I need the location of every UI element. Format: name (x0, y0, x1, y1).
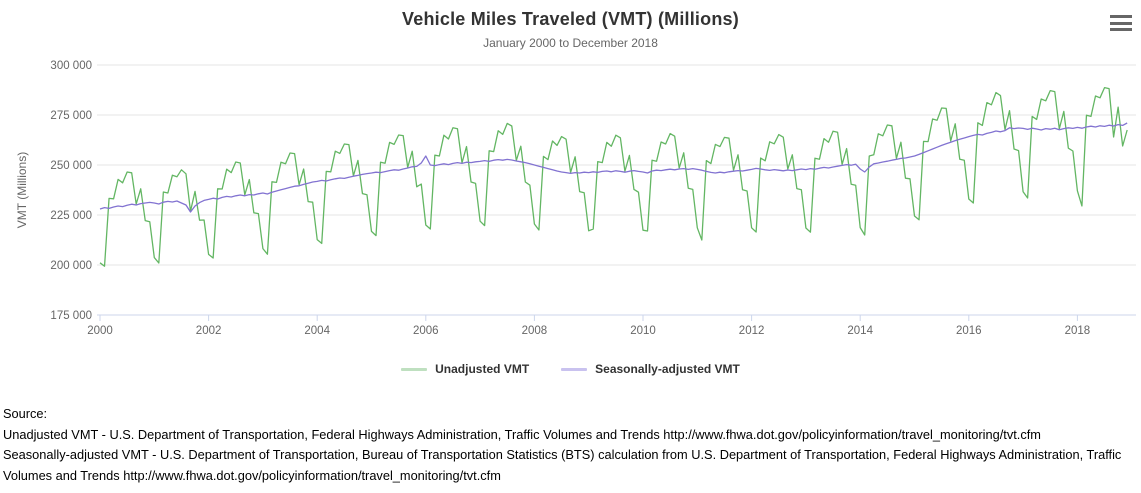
y-axis-tick-label: 275 000 (50, 110, 92, 122)
x-axis-tick-label: 2010 (630, 325, 656, 337)
source-block: Source: Unadjusted VMT - U.S. Department… (3, 404, 1139, 486)
source-line-unadjusted: Unadjusted VMT - U.S. Department of Tran… (3, 426, 1041, 442)
legend: Unadjusted VMT Seasonally-adjusted VMT (0, 362, 1141, 376)
plot-area: 175 000 200 000 225 000 250 000 275 000 300 0… (15, 60, 1136, 337)
unadjusted-series-swatch-icon (401, 367, 428, 371)
x-axis-tick-label: 2012 (739, 325, 765, 337)
y-axis-tick-label: 300 000 (50, 60, 92, 72)
chart-subtitle: January 2000 to December 2018 (483, 36, 658, 50)
legend-item-seasonally-adjusted-vmt[interactable]: Seasonally-adjusted VMT (561, 362, 740, 376)
y-axis-tick-label: 225 000 (50, 210, 92, 222)
legend-item-unadjusted-vmt[interactable]: Unadjusted VMT (401, 362, 529, 376)
y-axis-title: VMT (Millions) (15, 152, 29, 228)
x-axis-tick-label: 2014 (847, 325, 873, 337)
y-axis-tick-label: 175 000 (50, 310, 92, 322)
x-axis-tick-label: 2016 (956, 325, 982, 337)
x-axis-tick-label: 2018 (1065, 325, 1091, 337)
legend-label: Seasonally-adjusted VMT (595, 362, 740, 376)
x-axis-tick-label: 2008 (522, 325, 548, 337)
x-axis-tick-label: 2004 (304, 325, 330, 337)
chart-context-menu-button[interactable] (1110, 15, 1132, 31)
chart-title: Vehicle Miles Traveled (VMT) (Millions) (402, 9, 739, 29)
adjusted-series-swatch-icon (561, 367, 588, 371)
source-label: Source: (3, 406, 48, 421)
x-axis-tick-label: 2006 (413, 325, 439, 337)
series-line-unadjusted-vmt (99, 86, 1128, 267)
series-line-seasonally-adjusted-vmt (99, 122, 1128, 213)
x-axis-tick-label: 2002 (196, 325, 222, 337)
legend-label: Unadjusted VMT (435, 362, 530, 376)
y-axis-tick-label: 250 000 (50, 160, 92, 172)
y-axis-tick-label: 200 000 (50, 260, 92, 272)
x-axis-tick-label: 2000 (87, 325, 113, 337)
source-line-adjusted: Seasonally-adjusted VMT - U.S. Departmen… (3, 447, 1122, 483)
hamburger-icon (1110, 21, 1132, 25)
hamburger-icon (1110, 28, 1132, 31)
hamburger-icon (1110, 15, 1132, 18)
